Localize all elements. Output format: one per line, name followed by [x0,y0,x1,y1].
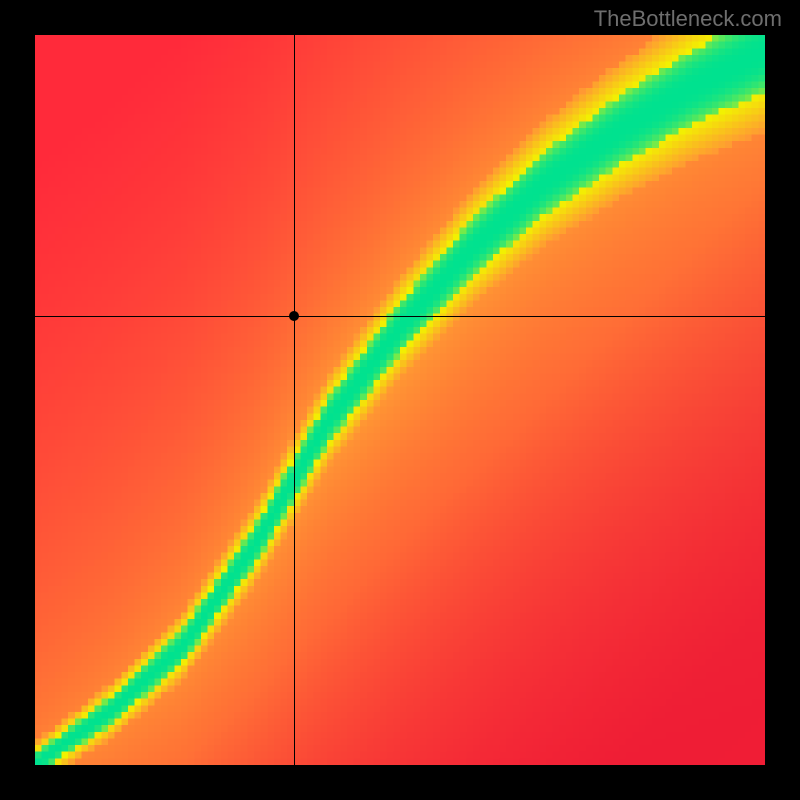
heatmap-canvas [35,35,765,765]
data-point-marker [289,311,299,321]
plot-area [35,35,765,765]
crosshair-horizontal [35,316,765,317]
watermark-text: TheBottleneck.com [594,6,782,32]
crosshair-vertical [294,35,295,765]
